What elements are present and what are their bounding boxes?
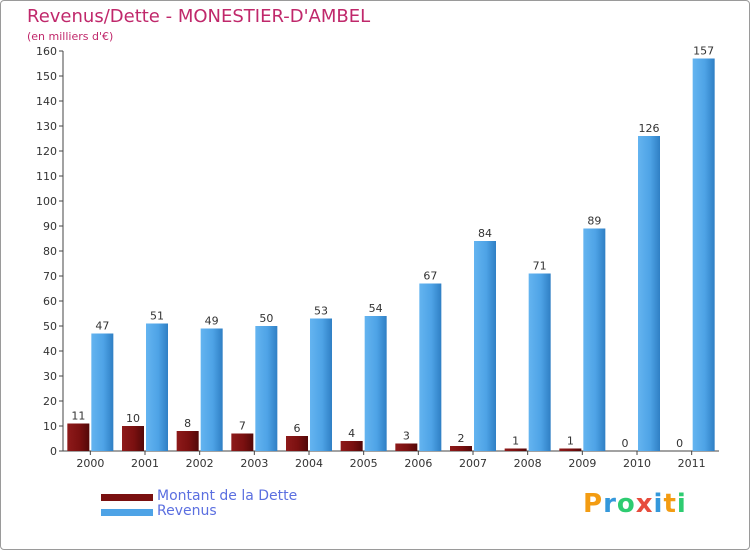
y-tick-label: 20	[43, 395, 57, 408]
bar-revenus	[255, 326, 278, 451]
data-label-dette: 10	[126, 412, 140, 425]
y-tick-label: 130	[36, 120, 57, 133]
bar-dette	[122, 426, 144, 451]
y-tick-label: 50	[43, 320, 57, 333]
y-tick-label: 90	[43, 220, 57, 233]
data-label-revenus: 67	[423, 270, 437, 283]
data-label-revenus: 54	[369, 302, 383, 315]
bar-revenus	[692, 58, 715, 451]
logo-letter: t	[663, 489, 677, 519]
bar-dette	[176, 431, 199, 451]
bar-revenus	[583, 228, 606, 451]
bar-revenus	[419, 283, 442, 451]
bar-revenus	[200, 328, 223, 451]
logo-letter: o	[616, 489, 636, 519]
data-label-revenus: 50	[259, 312, 273, 325]
x-tick-label: 2008	[514, 457, 542, 470]
y-tick-label: 120	[36, 145, 57, 158]
data-label-dette: 2	[458, 432, 465, 445]
data-label-revenus: 84	[478, 227, 492, 240]
data-label-dette: 3	[403, 430, 410, 443]
data-label-dette: 1	[567, 435, 574, 448]
bar-dette	[67, 423, 90, 451]
logo-letter: i	[676, 489, 687, 519]
data-label-dette: 6	[294, 422, 301, 435]
x-tick-label: 2011	[678, 457, 706, 470]
x-tick-label: 2001	[131, 457, 159, 470]
y-tick-label: 40	[43, 345, 57, 358]
y-tick-label: 10	[43, 420, 57, 433]
y-tick-label: 70	[43, 270, 57, 283]
x-tick-label: 2000	[76, 457, 104, 470]
bar-dette	[286, 436, 308, 451]
y-tick-label: 30	[43, 370, 57, 383]
data-label-dette: 0	[622, 437, 629, 450]
legend-swatch-dette	[101, 494, 153, 501]
legend-label-dette: Montant de la Dette	[157, 488, 298, 504]
legend-swatch-revenus	[101, 509, 153, 516]
bar-revenus	[638, 136, 660, 451]
x-tick-label: 2009	[568, 457, 596, 470]
bar-dette	[559, 448, 582, 451]
y-tick-label: 140	[36, 95, 57, 108]
logo-letter: x	[635, 489, 654, 519]
x-tick-label: 2007	[459, 457, 487, 470]
legend-label-revenus: Revenus	[157, 503, 217, 519]
y-tick-label: 110	[36, 170, 57, 183]
y-tick-label: 0	[50, 445, 57, 458]
bar-dette	[504, 448, 527, 451]
data-label-dette: 11	[71, 410, 85, 423]
x-tick-label: 2010	[623, 457, 651, 470]
data-label-revenus: 126	[639, 122, 660, 135]
data-label-dette: 1	[512, 435, 519, 448]
data-label-revenus: 71	[533, 260, 547, 273]
bar-dette	[340, 441, 363, 451]
x-tick-label: 2005	[350, 457, 378, 470]
bar-revenus	[310, 318, 332, 451]
proxiti-logo: Proxiti	[583, 489, 687, 519]
x-tick-label: 2002	[186, 457, 214, 470]
x-tick-label: 2004	[295, 457, 323, 470]
data-label-revenus: 53	[314, 305, 328, 318]
bar-revenus	[528, 273, 551, 451]
data-label-dette: 8	[184, 417, 191, 430]
bar-revenus	[364, 316, 387, 451]
data-label-dette: 7	[239, 420, 246, 433]
y-tick-label: 150	[36, 70, 57, 83]
data-label-revenus: 51	[150, 310, 164, 323]
bar-dette	[231, 433, 254, 451]
data-label-dette: 4	[348, 427, 355, 440]
bar-revenus	[146, 323, 168, 451]
bar-revenus	[91, 333, 114, 451]
logo-letter: P	[583, 489, 604, 519]
y-tick-label: 100	[36, 195, 57, 208]
logo-letter: r	[603, 489, 617, 519]
y-tick-label: 60	[43, 295, 57, 308]
y-tick-label: 160	[36, 45, 57, 58]
chart-title: Revenus/Dette - MONESTIER-D'AMBEL	[27, 6, 371, 27]
y-tick-label: 80	[43, 245, 57, 258]
data-label-revenus: 157	[693, 45, 714, 58]
x-tick-label: 2006	[404, 457, 432, 470]
logo-letter: i	[653, 489, 664, 519]
bar-revenus	[474, 241, 496, 451]
x-tick-label: 2003	[240, 457, 268, 470]
chart-subtitle: (en milliers d'€)	[27, 30, 114, 43]
data-label-revenus: 47	[95, 320, 109, 333]
data-label-dette: 0	[676, 437, 683, 450]
data-label-revenus: 49	[205, 315, 219, 328]
bar-dette	[395, 443, 418, 451]
bar-dette	[450, 446, 472, 451]
data-label-revenus: 89	[587, 215, 601, 228]
